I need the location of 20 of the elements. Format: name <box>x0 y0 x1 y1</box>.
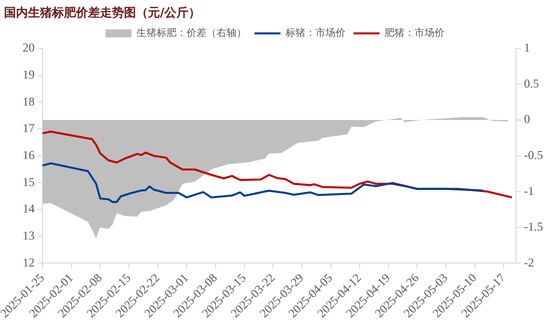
y-tick-label: 19 <box>22 67 35 82</box>
y2-tick-label: -1 <box>524 184 534 198</box>
legend-label: 生猪标肥：价差（右轴） <box>136 26 246 39</box>
y2-tick-label: -0.5 <box>524 148 544 162</box>
y-tick-label: 15 <box>22 174 35 189</box>
y-tick-label: 18 <box>22 94 35 108</box>
chart-title: 国内生猪标肥价差走势图（元/公斤） <box>4 5 200 20</box>
legend-label: 肥猪：市场价 <box>384 26 444 39</box>
y-tick-label: 20 <box>22 40 35 55</box>
y-tick-label: 13 <box>22 228 35 243</box>
y-tick-label: 17 <box>22 121 35 136</box>
y2-tick-label: -1.5 <box>524 220 544 234</box>
legend-label: 标猪：市场价 <box>284 26 346 39</box>
y-tick-label: 16 <box>22 148 35 162</box>
y2-tick-label: -2 <box>524 255 534 270</box>
y2-tick-label: 1 <box>524 40 530 55</box>
y-tick-label: 14 <box>22 202 35 216</box>
y2-tick-label: 0 <box>524 112 530 126</box>
y2-tick-label: 0.5 <box>524 76 540 90</box>
y-tick-label: 12 <box>22 255 35 270</box>
